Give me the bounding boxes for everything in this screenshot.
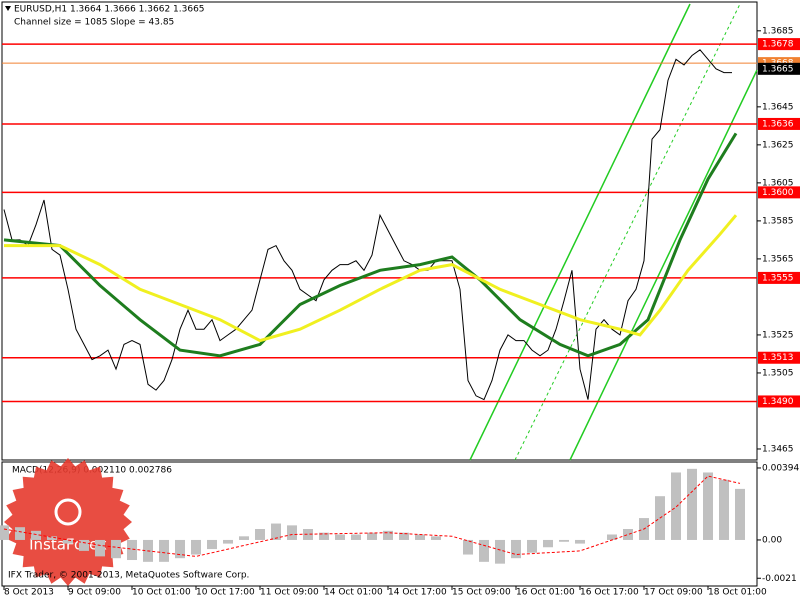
macd-bar bbox=[287, 525, 297, 540]
x-tick-label: 15 Oct 09:00 bbox=[452, 588, 511, 598]
level-label: 1.3678 bbox=[762, 40, 794, 50]
level-label: 1.3513 bbox=[762, 353, 794, 363]
macd-bar bbox=[623, 529, 633, 540]
x-tick-label: 10 Oct 17:00 bbox=[196, 588, 255, 598]
logo-star bbox=[4, 458, 132, 586]
y-tick-label: 1.3525 bbox=[762, 330, 794, 340]
macd-bar bbox=[239, 536, 249, 540]
macd-bar bbox=[31, 530, 41, 540]
macd-bar bbox=[63, 539, 73, 544]
level-label-box bbox=[758, 271, 800, 284]
macd-bar bbox=[687, 468, 697, 540]
macd-bar bbox=[335, 534, 345, 540]
chart-subtitle: Channel size = 1085 Slope = 43.85 bbox=[14, 18, 174, 28]
macd-bar bbox=[575, 539, 585, 544]
copyright: IFX Trader, © 2001-2013, MetaQuotes Soft… bbox=[8, 571, 249, 581]
macd-bar bbox=[719, 479, 729, 540]
macd-bar bbox=[159, 539, 169, 562]
level-label: 1.3600 bbox=[762, 188, 794, 198]
macd-bar bbox=[671, 472, 681, 540]
macd-bar bbox=[543, 539, 553, 548]
y-tick-label: 1.3685 bbox=[762, 26, 794, 36]
level-label-box bbox=[758, 117, 800, 130]
x-tick-label: 8 Oct 2013 bbox=[4, 588, 54, 598]
macd-bar bbox=[495, 539, 505, 564]
macd-bar bbox=[127, 539, 137, 561]
level-label-box bbox=[758, 395, 800, 408]
macd-bar bbox=[415, 534, 425, 540]
logo: InstaForex bbox=[4, 458, 132, 586]
macd-bar bbox=[511, 539, 521, 559]
macd-bar bbox=[383, 530, 393, 540]
panels bbox=[1, 1, 758, 587]
y-tick-label: 0.003947 bbox=[762, 463, 800, 473]
level-label-box bbox=[758, 38, 800, 51]
macd-panel bbox=[1, 461, 758, 587]
x-tick-label: 18 Oct 01:00 bbox=[708, 588, 767, 598]
level-label-box bbox=[758, 186, 800, 199]
channel-upper bbox=[469, 3, 691, 461]
y-tick-label: 1.3625 bbox=[762, 140, 794, 150]
macd-bar bbox=[703, 472, 713, 540]
macd-bar bbox=[15, 527, 25, 540]
x-tick-label: 17 Oct 09:00 bbox=[644, 588, 703, 598]
logo-ring bbox=[54, 498, 82, 526]
macd-bar bbox=[0, 525, 9, 540]
macd-bar bbox=[399, 532, 409, 540]
price-box bbox=[758, 62, 800, 75]
channel-lower bbox=[569, 69, 758, 461]
macd-bar bbox=[735, 488, 745, 540]
macd-bar bbox=[207, 539, 217, 550]
header-arrow bbox=[5, 6, 11, 11]
macd-bar bbox=[271, 523, 281, 540]
macd-bar bbox=[255, 529, 265, 540]
y-tick-label: 0.00 bbox=[762, 535, 782, 545]
y-tick-label: 1.3505 bbox=[762, 368, 794, 378]
main-panel bbox=[1, 1, 758, 461]
x-tick-label: 10 Oct 01:00 bbox=[132, 588, 191, 598]
y-tick-label: -0.0021 bbox=[762, 574, 797, 584]
x-tick-label: 11 Oct 09:00 bbox=[260, 588, 319, 598]
y-tick-label: 1.3465 bbox=[762, 444, 794, 454]
macd-bar bbox=[367, 532, 377, 540]
macd-bar bbox=[527, 539, 537, 553]
channel-middle bbox=[514, 3, 741, 461]
macd-bar bbox=[463, 539, 473, 555]
y-tick-label: 1.3605 bbox=[762, 178, 794, 188]
y-tick-label: 1.3585 bbox=[762, 216, 794, 226]
macd-bar bbox=[303, 529, 313, 540]
level-label: 1.3490 bbox=[762, 397, 794, 407]
series-line bbox=[4, 214, 738, 343]
y-tick-label: 1.3645 bbox=[762, 102, 794, 112]
price-label: 1.3665 bbox=[762, 64, 794, 74]
x-tick-label: 16 Oct 01:00 bbox=[516, 588, 575, 598]
level-label: 1.3636 bbox=[762, 119, 794, 129]
macd-bar bbox=[431, 536, 441, 540]
x-tick-label: 9 Oct 09:00 bbox=[68, 588, 121, 598]
macd-bar bbox=[351, 534, 361, 540]
macd-bar bbox=[319, 532, 329, 540]
macd-bar bbox=[175, 539, 185, 559]
level-label: 1.3555 bbox=[762, 273, 794, 283]
series-line bbox=[3, 132, 738, 358]
chart-title: EURUSD,H1 1.3664 1.3666 1.3662 1.3665 bbox=[14, 5, 205, 15]
macd-bar bbox=[111, 539, 121, 559]
x-tick-label: 14 Oct 01:00 bbox=[324, 588, 383, 598]
x-tick-label: 16 Oct 17:00 bbox=[580, 588, 639, 598]
x-tick-label: 14 Oct 17:00 bbox=[388, 588, 447, 598]
macd-bar bbox=[95, 539, 105, 557]
macd-bar bbox=[191, 539, 201, 555]
macd-bar bbox=[47, 536, 57, 540]
macd-bar bbox=[559, 539, 569, 542]
y-tick-label: 1.3565 bbox=[762, 254, 794, 264]
regression-channel bbox=[469, 3, 758, 461]
macd-bar bbox=[607, 534, 617, 540]
macd-bar bbox=[223, 539, 233, 544]
level-label-box bbox=[758, 351, 800, 364]
macd-bar bbox=[479, 539, 489, 562]
macd-bar bbox=[79, 539, 89, 551]
